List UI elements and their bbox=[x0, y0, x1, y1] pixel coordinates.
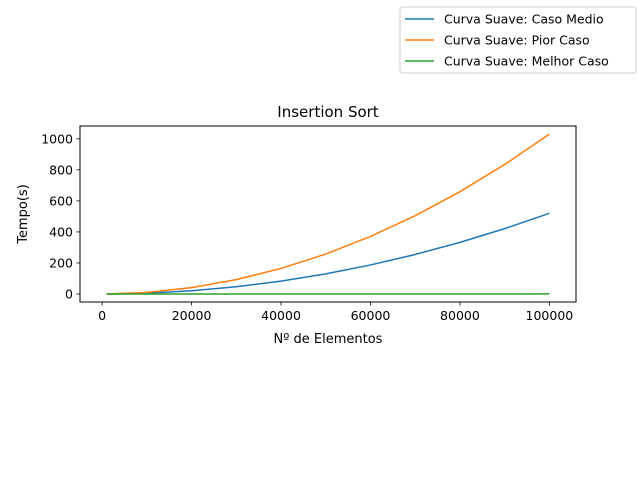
legend: Curva Suave: Caso Medio Curva Suave: Pior… bbox=[400, 7, 636, 73]
legend-label-1: Curva Suave: Caso Medio bbox=[444, 12, 604, 27]
x-tick-label: 80000 bbox=[440, 308, 480, 323]
y-tick-label: 0 bbox=[65, 287, 73, 302]
x-tick-label: 0 bbox=[98, 308, 106, 323]
chart-title: Insertion Sort bbox=[277, 103, 379, 121]
y-tick-label: 1000 bbox=[41, 131, 73, 146]
y-tick-label: 600 bbox=[49, 193, 73, 208]
x-tick-label: 20000 bbox=[172, 308, 212, 323]
x-tick-label: 100000 bbox=[526, 308, 574, 323]
legend-label-3: Curva Suave: Melhor Caso bbox=[444, 54, 609, 69]
y-tick-label: 800 bbox=[49, 162, 73, 177]
x-tick-label: 40000 bbox=[261, 308, 301, 323]
x-axis-label: Nº de Elementos bbox=[274, 332, 383, 347]
x-tick-label: 60000 bbox=[351, 308, 391, 323]
y-tick-label: 200 bbox=[49, 255, 73, 270]
legend-label-2: Curva Suave: Pior Caso bbox=[444, 33, 590, 48]
y-axis-label: Tempo(s) bbox=[16, 184, 31, 245]
y-tick-label: 400 bbox=[49, 224, 73, 239]
